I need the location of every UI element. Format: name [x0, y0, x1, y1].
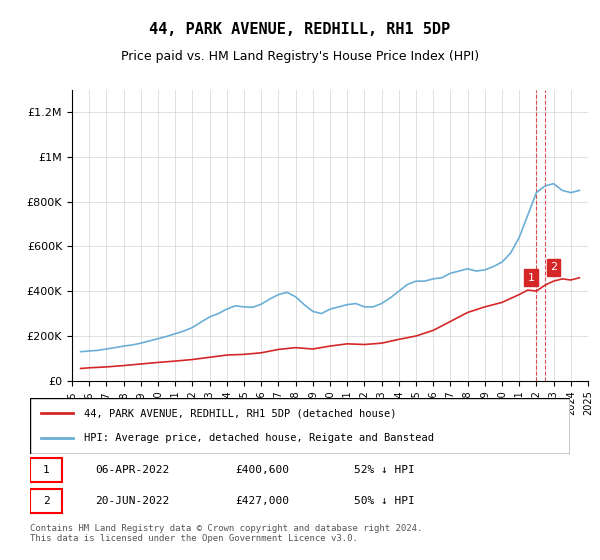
- Text: £400,600: £400,600: [235, 465, 289, 475]
- Text: 06-APR-2022: 06-APR-2022: [95, 465, 169, 475]
- Text: 44, PARK AVENUE, REDHILL, RH1 5DP: 44, PARK AVENUE, REDHILL, RH1 5DP: [149, 22, 451, 38]
- Text: 50% ↓ HPI: 50% ↓ HPI: [354, 496, 415, 506]
- Text: 20-JUN-2022: 20-JUN-2022: [95, 496, 169, 506]
- FancyBboxPatch shape: [30, 398, 570, 454]
- Text: Price paid vs. HM Land Registry's House Price Index (HPI): Price paid vs. HM Land Registry's House …: [121, 50, 479, 63]
- Text: 1: 1: [528, 273, 535, 283]
- Text: £427,000: £427,000: [235, 496, 289, 506]
- Text: 44, PARK AVENUE, REDHILL, RH1 5DP (detached house): 44, PARK AVENUE, REDHILL, RH1 5DP (detac…: [84, 408, 397, 418]
- Text: 2: 2: [43, 496, 50, 506]
- FancyBboxPatch shape: [30, 488, 62, 513]
- Text: HPI: Average price, detached house, Reigate and Banstead: HPI: Average price, detached house, Reig…: [84, 433, 434, 443]
- Text: 2: 2: [550, 262, 557, 272]
- Text: 52% ↓ HPI: 52% ↓ HPI: [354, 465, 415, 475]
- Text: Contains HM Land Registry data © Crown copyright and database right 2024.
This d: Contains HM Land Registry data © Crown c…: [30, 524, 422, 543]
- Text: 1: 1: [43, 465, 50, 475]
- FancyBboxPatch shape: [30, 458, 62, 483]
